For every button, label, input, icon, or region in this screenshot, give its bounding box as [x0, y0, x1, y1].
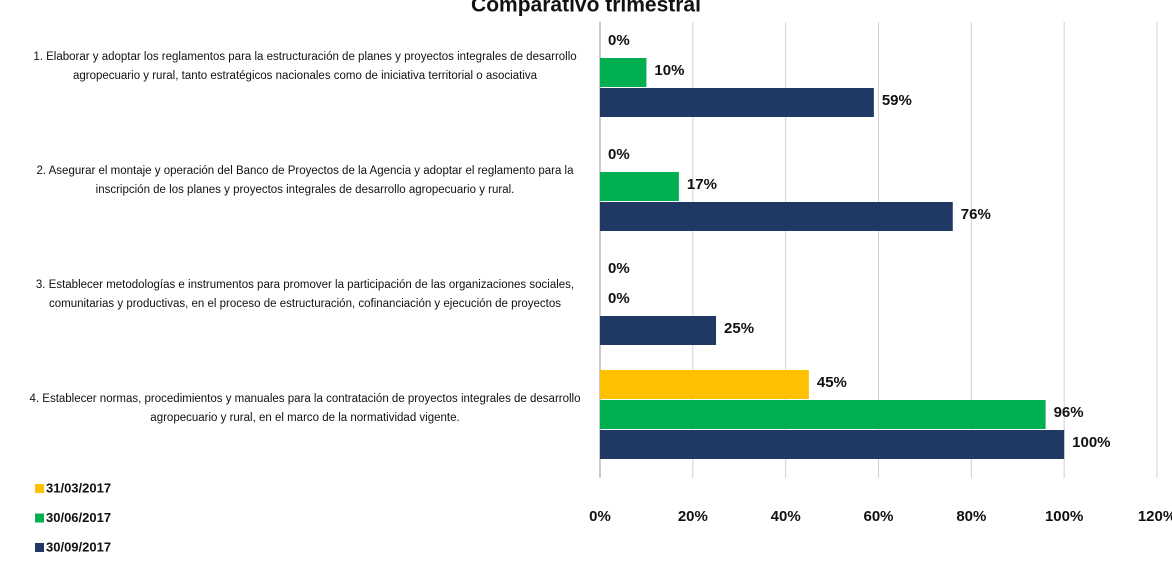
bar: [600, 58, 647, 87]
data-label: 59%: [882, 92, 912, 109]
bar: [600, 88, 874, 117]
data-label: 25%: [724, 320, 754, 337]
x-tick-label: 40%: [771, 508, 801, 525]
data-label: 0%: [608, 260, 630, 277]
legend-swatch: [35, 543, 44, 552]
bar: [600, 172, 679, 201]
bar: [600, 430, 1065, 459]
x-tick-label: 20%: [678, 508, 708, 525]
legend-swatch: [35, 513, 44, 523]
x-tick-label: 120%: [1138, 508, 1172, 525]
data-label: 0%: [608, 32, 630, 49]
data-label: 45%: [817, 374, 847, 391]
data-label: 17%: [687, 176, 717, 193]
x-tick-label: 60%: [863, 508, 893, 525]
data-label: 76%: [961, 206, 991, 223]
legend-label: 31/03/2017: [46, 480, 111, 495]
x-tick-label: 80%: [956, 508, 986, 525]
data-label: 0%: [608, 146, 630, 163]
x-tick-label: 0%: [589, 508, 611, 525]
legend-swatch: [35, 484, 44, 493]
bar: [600, 400, 1046, 429]
category-label: 3. Establecer metodologías e instrumento…: [35, 279, 575, 310]
legend-label: 30/06/2017: [46, 510, 111, 525]
data-label: 100%: [1072, 434, 1110, 451]
bar: [600, 370, 809, 399]
category-label: 2. Asegurar el montaje y operación del B…: [36, 165, 574, 196]
x-tick-label: 100%: [1045, 508, 1083, 525]
legend-label: 30/09/2017: [46, 539, 111, 554]
category-label: 1. Elaborar y adoptar los reglamentos pa…: [33, 51, 577, 82]
chart-title: Comparativo trimestral: [471, 0, 701, 17]
data-label: 0%: [608, 290, 630, 307]
data-label: 96%: [1054, 404, 1084, 421]
bar: [600, 202, 953, 231]
bar: [600, 316, 717, 345]
data-label: 10%: [654, 62, 684, 79]
category-label: 4. Establecer normas, procedimientos y m…: [29, 393, 581, 424]
